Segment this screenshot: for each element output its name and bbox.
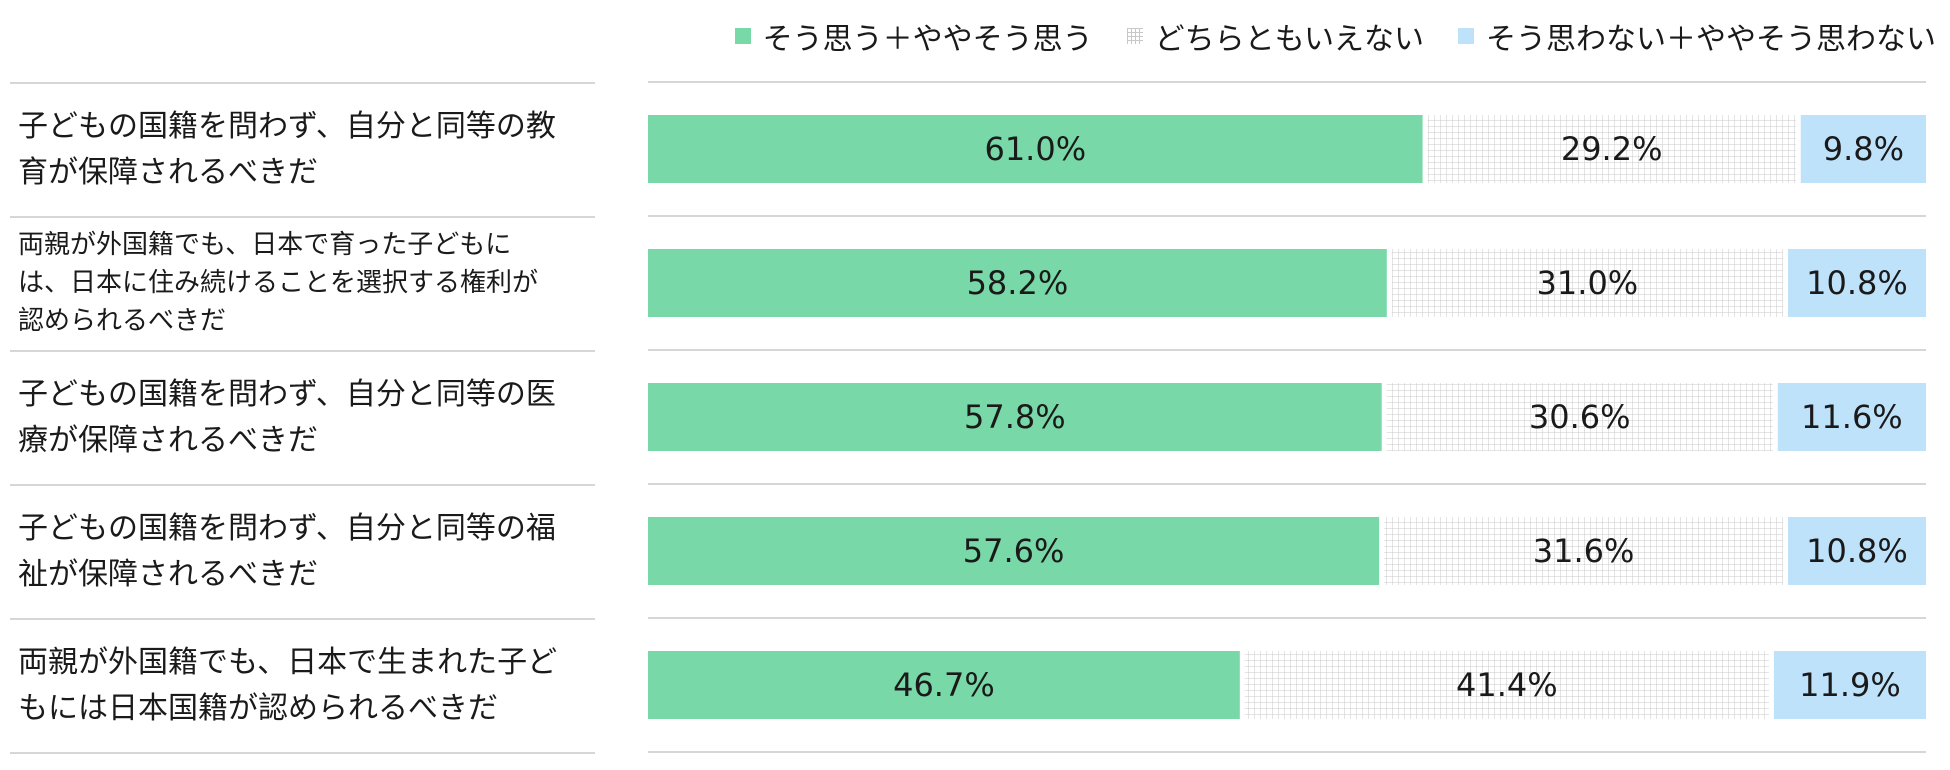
- legend-item-neutral: どちらともいえない: [1126, 14, 1424, 58]
- bar-label-neutral-2: 30.6%: [1529, 398, 1631, 436]
- bar-label-disagree-0: 9.8%: [1823, 130, 1904, 168]
- bar-agree-4: [648, 651, 1240, 719]
- bar-disagree-1: [1787, 249, 1926, 317]
- legend-label-neutral: どちらともいえない: [1154, 22, 1424, 57]
- bar-label-neutral-1: 31.0%: [1537, 264, 1639, 302]
- category-label-0: 子どもの国籍を問わず、自分と同等の教 育が保障されるべきだ: [18, 108, 556, 191]
- bar-labels-layer: 61.0% 29.2% 9.8% 58.2% 31.0% 10.8% 57.8% 30.6% 1…: [893, 130, 1908, 704]
- bar-agree-1: [648, 249, 1387, 317]
- bar-label-agree-1: 58.2%: [967, 264, 1069, 302]
- category-row-4: 両親が外国籍でも、日本で生まれた子ど もには日本国籍が認められるべきだ: [10, 618, 595, 752]
- bars-layer: [648, 115, 1926, 719]
- bar-disagree-3: [1787, 517, 1926, 585]
- bar-neutral-4: [1244, 651, 1769, 719]
- bar-agree-2: [648, 383, 1382, 451]
- bar-disagree-4: [1773, 651, 1926, 719]
- bar-label-agree-2: 57.8%: [964, 398, 1066, 436]
- legend: そう思う＋ややそう思う どちらともいえない そう思わない＋ややそう思わない: [734, 14, 1936, 58]
- legend-item-disagree: そう思わない＋ややそう思わない: [1458, 14, 1936, 58]
- bar-label-agree-0: 61.0%: [984, 130, 1086, 168]
- legend-item-agree: そう思う＋ややそう思う: [734, 14, 1093, 58]
- bar-neutral-1: [1391, 249, 1783, 317]
- bar-neutral-0: [1427, 115, 1796, 183]
- bar-label-agree-4: 46.7%: [893, 666, 995, 704]
- category-row-0: 子どもの国籍を問わず、自分と同等の教 育が保障されるべきだ: [10, 82, 595, 216]
- row-divider-4: [648, 617, 1926, 619]
- category-label-4: 両親が外国籍でも、日本で生まれた子ど もには日本国籍が認められるべきだ: [18, 644, 558, 727]
- row-divider-3: [648, 483, 1926, 485]
- row-divider-5: [648, 751, 1926, 753]
- bar-disagree-0: [1800, 115, 1926, 183]
- category-row-2: 子どもの国籍を問わず、自分と同等の医 療が保障されるべきだ: [10, 350, 595, 484]
- bar-label-neutral-3: 31.6%: [1533, 532, 1635, 570]
- legend-swatch-neutral: [1126, 28, 1143, 44]
- bar-agree-0: [648, 115, 1423, 183]
- bar-agree-3: [648, 517, 1380, 585]
- bar-label-neutral-4: 41.4%: [1456, 666, 1558, 704]
- bar-label-disagree-1: 10.8%: [1806, 264, 1908, 302]
- bar-label-disagree-4: 11.9%: [1799, 666, 1901, 704]
- legend-label-disagree: そう思わない＋ややそう思わない: [1486, 22, 1936, 57]
- row-dividers: [648, 81, 1926, 753]
- category-row-3: 子どもの国籍を問わず、自分と同等の福 祉が保障されるべきだ: [10, 484, 595, 618]
- legend-swatch-agree: [734, 28, 751, 44]
- bar-neutral-2: [1386, 383, 1773, 451]
- bar-label-agree-3: 57.6%: [963, 532, 1065, 570]
- category-label-3: 子どもの国籍を問わず、自分と同等の福 祉が保障されるべきだ: [18, 510, 556, 593]
- label-bottom-divider: [10, 752, 595, 754]
- category-label-2: 子どもの国籍を問わず、自分と同等の医 療が保障されるべきだ: [18, 376, 556, 459]
- row-divider-2: [648, 349, 1926, 351]
- row-divider-1: [648, 215, 1926, 217]
- row-divider-0: [648, 81, 1926, 83]
- bar-label-disagree-2: 11.6%: [1801, 398, 1903, 436]
- category-label-1: 両親が外国籍でも、日本で育った子どもに は、日本に住み続けることを選択する権利が…: [18, 230, 539, 336]
- category-row-1: 両親が外国籍でも、日本で育った子どもに は、日本に住み続けることを選択する権利が…: [10, 216, 595, 350]
- legend-label-agree: そう思う＋ややそう思う: [762, 22, 1093, 57]
- legend-swatch-disagree: [1458, 28, 1474, 44]
- bar-disagree-2: [1777, 383, 1926, 451]
- bar-label-disagree-3: 10.8%: [1806, 532, 1908, 570]
- bar-label-neutral-0: 29.2%: [1561, 130, 1663, 168]
- bar-neutral-3: [1384, 517, 1783, 585]
